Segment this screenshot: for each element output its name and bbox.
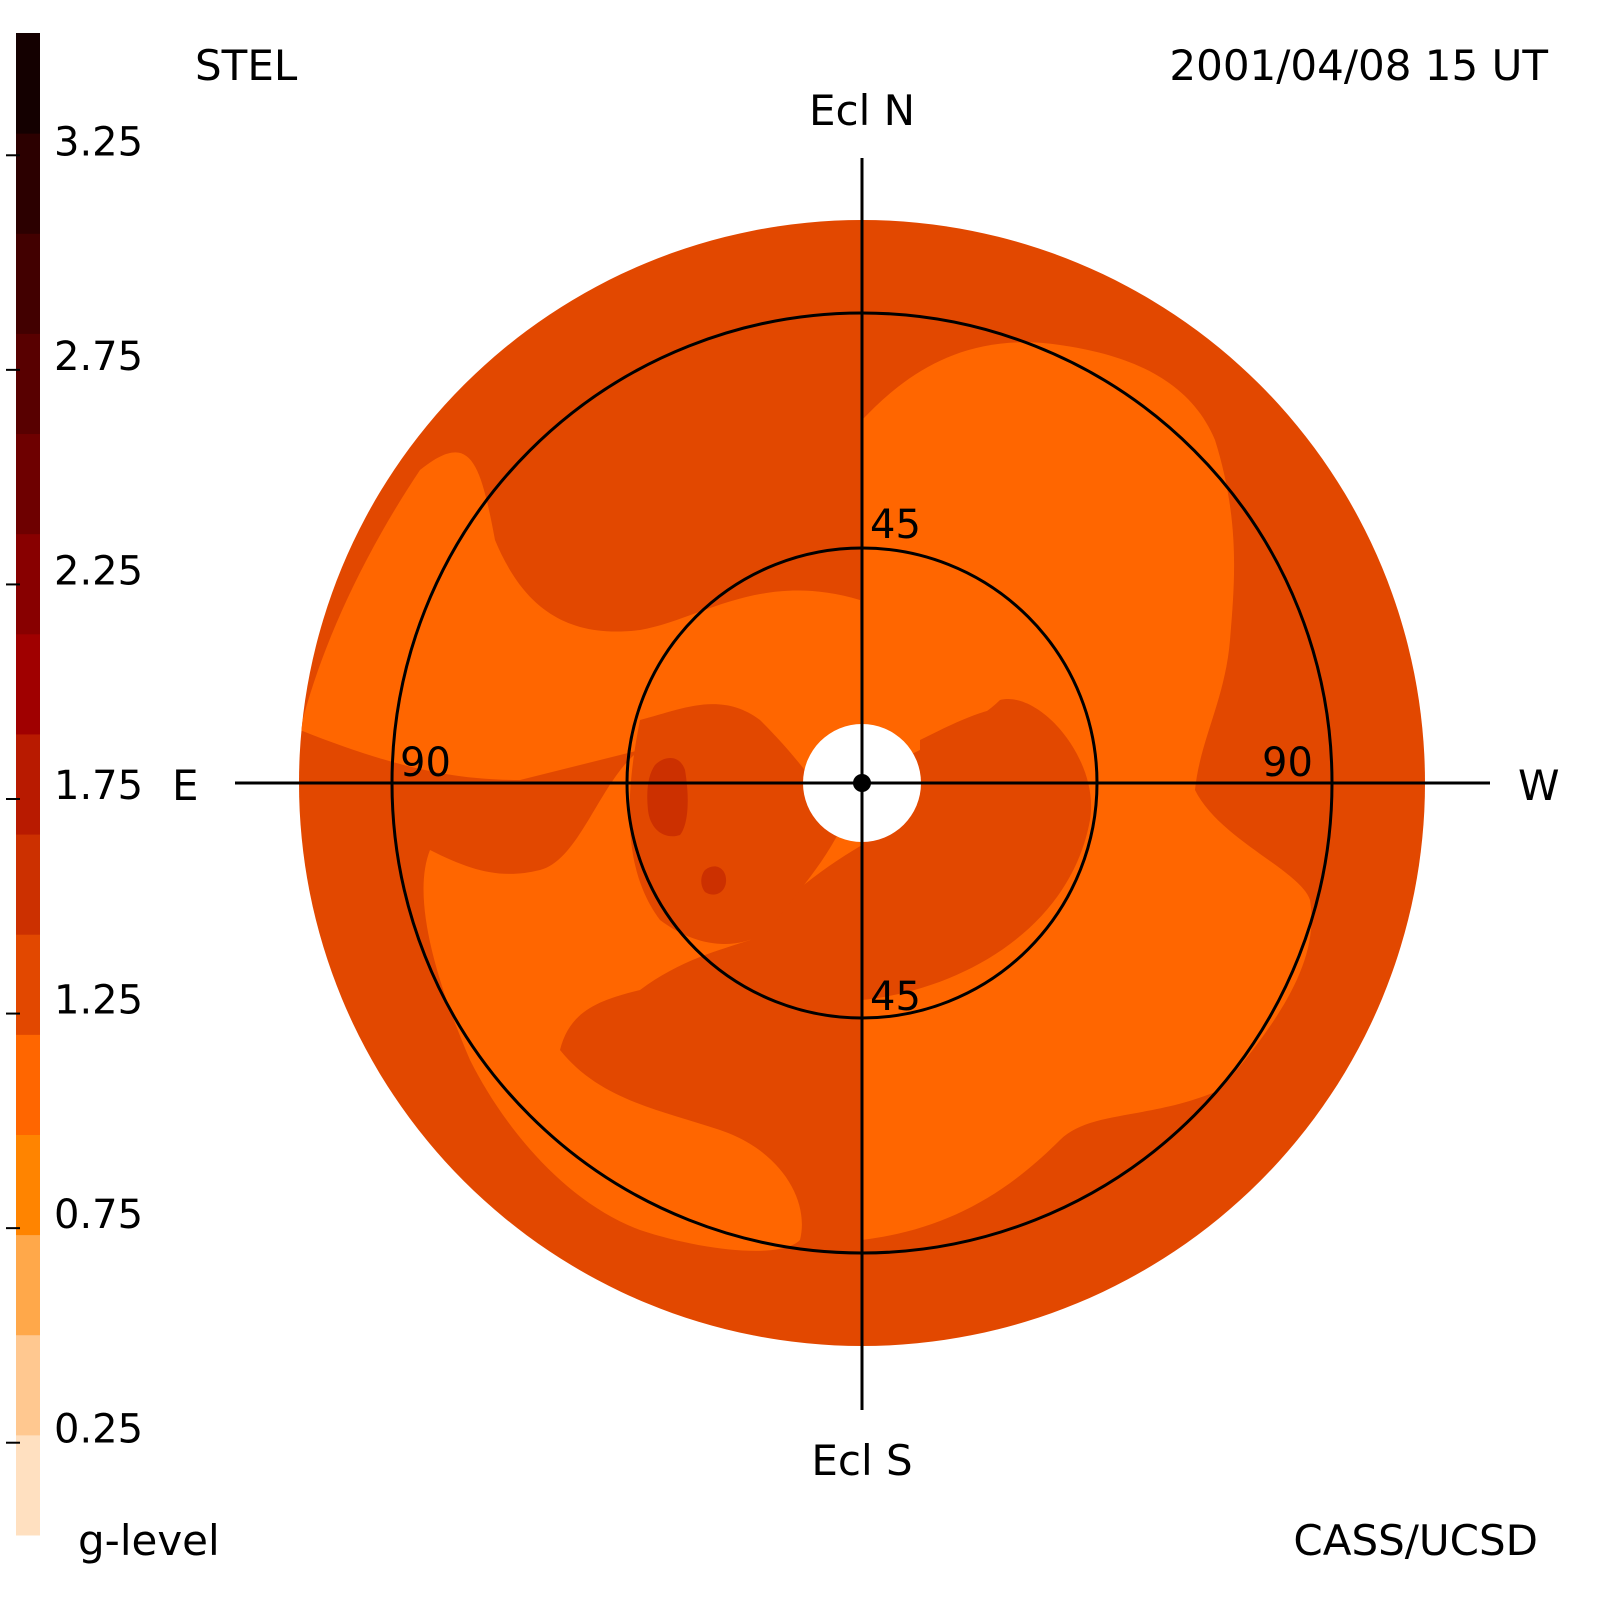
center-dot	[853, 774, 871, 792]
region-left	[300, 452, 862, 1251]
credit-label: CASS/UCSD	[1293, 1516, 1538, 1565]
colorbar-swatch	[16, 1034, 40, 1135]
ring-label-inner-top: 45	[870, 502, 921, 548]
colorbar-tick-label: 0.75	[54, 1192, 143, 1238]
colorbar-tick-label: 3.25	[54, 119, 143, 165]
ring-label-inner-bottom: 45	[870, 974, 921, 1020]
colorbar-swatch	[16, 133, 40, 234]
colorbar-swatch	[16, 1434, 40, 1536]
colorbar-swatch	[16, 233, 40, 334]
colorbar-swatch	[16, 1134, 40, 1236]
colorbar: 3.25 2.75 2.25 1.75 1.25 0.75 0.25	[6, 33, 143, 1536]
colorbar-tick-label: 1.25	[54, 978, 143, 1024]
colorbar-swatch	[16, 733, 40, 835]
colorbar-swatch	[16, 33, 40, 134]
region-upper-right	[862, 342, 1312, 1241]
direction-south: Ecl S	[811, 1436, 912, 1485]
region-inner-dark-right	[920, 707, 1030, 794]
colorbar-tick-label: 2.25	[54, 548, 143, 594]
direction-east: E	[172, 761, 199, 810]
colorbar-tick-label: 2.75	[54, 334, 143, 380]
direction-north: Ecl N	[809, 86, 915, 135]
spot-dark-2	[701, 866, 727, 895]
spot-dark-1	[647, 758, 688, 837]
colorbar-swatch	[16, 333, 40, 435]
instrument-label: STEL	[195, 41, 298, 90]
colorbar-swatch	[16, 433, 40, 535]
colorbar-label: g-level	[78, 1516, 220, 1565]
ring-label-outer-right: 90	[1262, 740, 1313, 786]
colorbar-tick-label: 1.75	[54, 763, 143, 809]
colorbar-swatch	[16, 834, 40, 935]
colorbar-swatch	[16, 633, 40, 735]
colorbar-swatch	[16, 934, 40, 1035]
ring-label-outer-left: 90	[400, 740, 451, 786]
region-inner-dark-left	[629, 704, 840, 944]
colorbar-tick-label: 0.25	[54, 1407, 143, 1453]
datetime-label: 2001/04/08 15 UT	[1169, 41, 1548, 90]
direction-west: W	[1518, 761, 1560, 810]
colorbar-swatch	[16, 1334, 40, 1436]
colorbar-swatch	[16, 1234, 40, 1336]
